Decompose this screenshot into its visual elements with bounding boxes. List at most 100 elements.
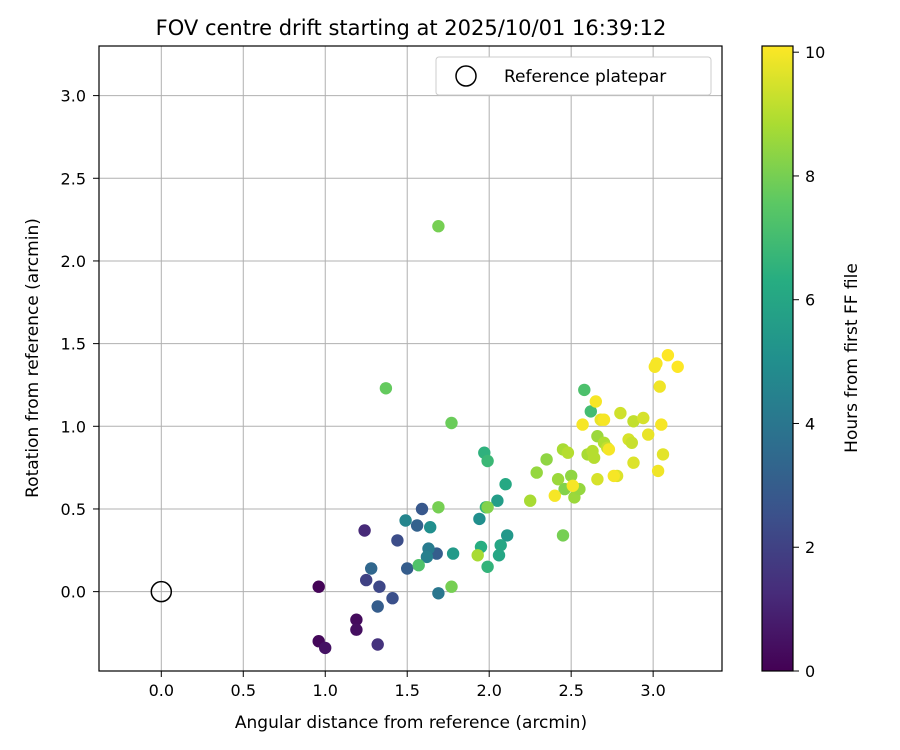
x-tick-label: 1.5	[394, 681, 419, 700]
data-point	[494, 539, 507, 552]
data-point	[481, 501, 494, 514]
data-point	[379, 382, 393, 395]
colorbar-gradient	[762, 46, 793, 671]
data-point	[399, 514, 412, 527]
x-tick-label: 2.5	[558, 681, 583, 700]
data-point	[661, 349, 675, 362]
data-point	[637, 411, 650, 425]
data-point	[607, 469, 620, 483]
colorbar-frame	[761, 45, 794, 672]
x-axis-ticks: 0.0 0.5 1.0 1.5 2.0 2.5 3.0	[149, 671, 666, 700]
data-point	[412, 559, 425, 572]
reference-marker	[150, 580, 173, 603]
y-axis-ticks: 0.0 0.5 1.0 1.5 2.0 2.5 3.0	[61, 87, 99, 602]
data-point	[561, 446, 575, 459]
data-point	[471, 549, 484, 562]
data-point	[491, 494, 504, 507]
data-point	[501, 529, 514, 542]
colorbar-tick-label: 2	[805, 538, 815, 557]
data-point	[420, 550, 434, 564]
data-point	[445, 416, 458, 430]
y-tick-label: 0.5	[61, 500, 86, 519]
x-tick-label: 0.5	[231, 681, 256, 700]
data-point	[540, 453, 553, 466]
x-tick-label: 2.0	[476, 681, 501, 700]
colorbar-tick-label: 6	[805, 291, 815, 310]
colorbar-tick-label: 0	[805, 662, 815, 681]
legend-entry-reference: Reference platepar	[504, 67, 666, 87]
data-point	[358, 524, 371, 537]
data-point	[566, 479, 579, 492]
data-point	[360, 573, 373, 587]
y-tick-label: 2.5	[61, 169, 86, 188]
data-point	[589, 395, 602, 408]
data-point	[424, 521, 437, 534]
plot-frame	[98, 45, 723, 672]
data-point	[371, 638, 384, 651]
data-point	[365, 562, 378, 575]
colorbar-tick-label: 10	[805, 43, 825, 62]
colorbar-ticks: 0 2 4 6 8 10	[793, 43, 825, 681]
data-point	[650, 357, 663, 370]
data-point	[656, 448, 670, 461]
data-point	[446, 547, 460, 560]
data-points	[312, 220, 684, 655]
data-point	[350, 613, 363, 626]
data-point	[655, 418, 668, 431]
data-point	[584, 405, 597, 418]
data-point	[625, 436, 638, 449]
data-point	[410, 519, 424, 532]
data-point	[551, 473, 565, 486]
colorbar-label: Hours from first FF file	[842, 263, 862, 453]
data-point	[597, 413, 611, 426]
data-point	[556, 529, 570, 542]
data-point	[587, 451, 601, 464]
data-point	[576, 418, 589, 431]
colorbar: 0 2 4 6 8 10 Hours from first FF file	[761, 43, 862, 681]
data-point	[530, 466, 543, 479]
data-point	[653, 380, 666, 393]
data-point	[415, 502, 429, 516]
data-point	[671, 360, 684, 373]
data-point	[350, 623, 363, 636]
data-point	[524, 494, 537, 507]
data-point	[492, 549, 506, 562]
data-point	[401, 562, 414, 575]
legend: Reference platepar	[435, 56, 712, 96]
y-tick-label: 1.5	[61, 335, 86, 354]
colorbar-tick-label: 8	[805, 167, 815, 186]
data-point	[602, 443, 616, 456]
data-point	[319, 641, 332, 655]
data-point	[614, 406, 627, 420]
y-axis-label: Rotation from reference (arcmin)	[23, 218, 43, 498]
y-tick-label: 3.0	[61, 87, 86, 106]
data-point	[373, 580, 386, 593]
legend-reference-icon	[455, 65, 477, 87]
x-tick-label: 3.0	[640, 681, 665, 700]
x-tick-label: 0.0	[149, 681, 174, 700]
reference-marker-group	[150, 580, 173, 603]
data-point	[627, 456, 640, 469]
data-point	[445, 580, 458, 593]
data-point	[499, 478, 512, 491]
data-point	[565, 469, 578, 483]
data-point	[481, 560, 494, 573]
data-point	[591, 473, 604, 486]
data-point	[481, 454, 494, 468]
data-point	[386, 592, 399, 605]
data-point	[312, 580, 325, 593]
y-tick-label: 0.0	[61, 583, 86, 602]
data-point	[371, 600, 384, 613]
chart-title: FOV centre drift starting at 2025/10/01 …	[156, 16, 667, 40]
data-point	[391, 534, 404, 547]
data-point	[548, 489, 561, 502]
data-point	[432, 501, 445, 514]
grid-lines	[99, 46, 722, 671]
data-point	[627, 415, 640, 428]
x-axis-label: Angular distance from reference (arcmin)	[235, 713, 587, 733]
data-point	[432, 587, 445, 600]
data-point	[642, 428, 655, 441]
y-tick-label: 2.0	[61, 252, 86, 271]
data-point	[432, 220, 445, 233]
